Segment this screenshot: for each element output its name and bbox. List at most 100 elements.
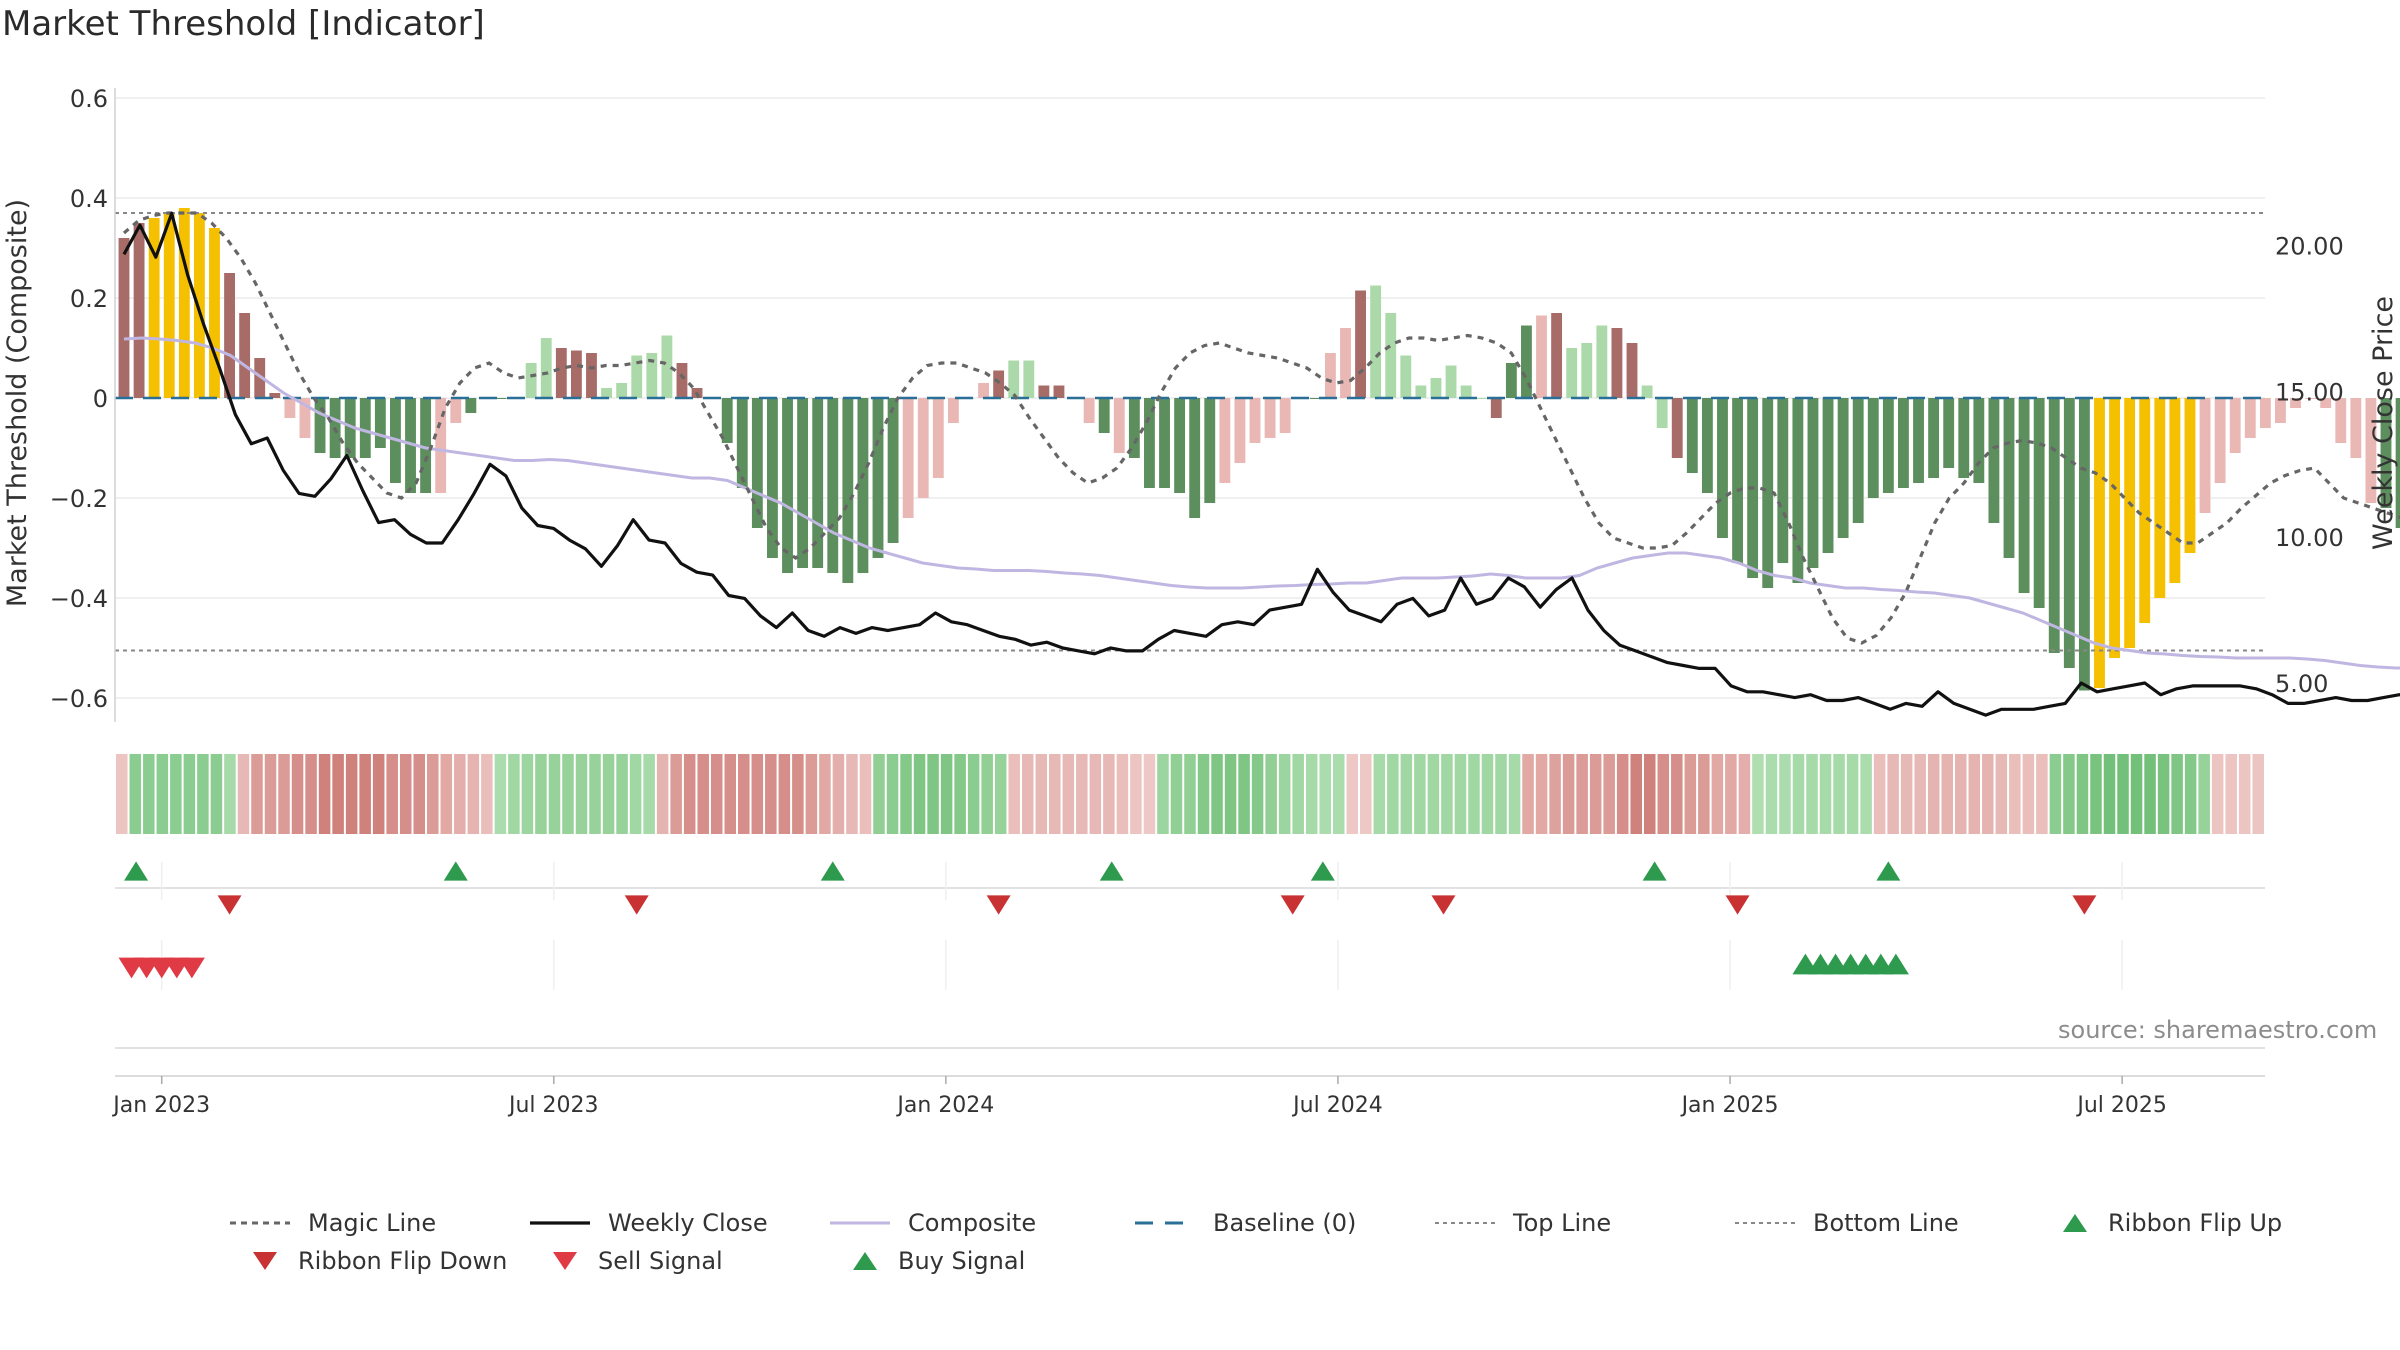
ribbon-cell: [602, 754, 615, 834]
composite-bar: [1566, 348, 1578, 398]
ribbon-cell: [264, 754, 277, 834]
ribbon-cell: [1927, 754, 1940, 834]
composite-bar: [1370, 285, 1382, 398]
composite-bar: [1144, 398, 1155, 488]
composite-bar: [978, 383, 989, 398]
ribbon-cell: [237, 754, 250, 834]
ribbon-cell: [1954, 754, 1967, 834]
composite-bar: [947, 398, 959, 423]
ribbon-cell: [670, 754, 682, 834]
composite-bar: [133, 223, 145, 398]
ribbon-cell: [1684, 754, 1697, 834]
composite-bar: [2305, 398, 2317, 399]
composite-bar: [1430, 378, 1442, 398]
x-tick-label: Jan 2023: [111, 1093, 210, 1118]
composite-bar: [797, 398, 809, 568]
ribbon-cell: [738, 754, 750, 834]
ribbon-cell: [1738, 754, 1751, 834]
composite-bar: [1385, 313, 1397, 398]
ribbon-cell: [1049, 754, 1061, 834]
ribbon-cell: [575, 754, 588, 834]
magic-line: [122, 211, 2400, 645]
composite-bar: [1521, 325, 1532, 398]
ribbon-cell: [967, 754, 980, 834]
ribbon-cell: [224, 754, 236, 834]
composite-bar: [601, 388, 612, 398]
composite-bar: [540, 338, 552, 398]
legend-swatch: [1735, 1222, 1795, 1224]
ribbon-cell: [1238, 754, 1250, 834]
legend-swatch: [853, 1252, 877, 1270]
ribbon-cell: [927, 754, 939, 834]
ribbon-cell: [1021, 754, 1034, 834]
ribbon-cell: [345, 754, 358, 834]
ribbon-cell: [981, 754, 993, 834]
ribbon-cell: [427, 754, 439, 834]
ribbon-cell: [832, 754, 845, 834]
composite-bar: [1686, 398, 1698, 473]
ribbon-cell: [1360, 754, 1372, 834]
ribbon-cell: [454, 754, 466, 834]
y-right-tick-label: 20.00: [2275, 233, 2344, 261]
composite-bar: [2335, 398, 2347, 443]
ribbon-cell: [1887, 754, 1899, 834]
ribbon-cell: [1292, 754, 1304, 834]
ribbon-cell: [170, 754, 182, 834]
composite-bar: [2018, 398, 2030, 593]
ribbon-cell: [724, 754, 737, 834]
composite-bar: [872, 398, 884, 558]
legend-label: Sell Signal: [598, 1247, 723, 1275]
ribbon-cell: [251, 754, 263, 834]
ribbon-cell: [386, 754, 398, 834]
composite-line: [123, 336, 2400, 670]
composite-bar: [1807, 398, 1819, 568]
composite-bar: [1400, 355, 1412, 398]
ribbon-cell: [1089, 754, 1102, 834]
composite-bar: [646, 353, 658, 398]
x-tick-label: Jan 2025: [1680, 1093, 1779, 1118]
composite-bar: [209, 228, 220, 398]
ribbon-cell: [1711, 754, 1724, 834]
ribbon-cell: [1576, 754, 1588, 834]
ribbon-cell: [2144, 754, 2156, 834]
ribbon-cell: [1752, 754, 1764, 834]
composite-bar: [1249, 398, 1261, 443]
chart-title: Market Threshold [Indicator]: [2, 4, 485, 44]
source-note: source: sharemaestro.com: [2058, 1016, 2378, 1044]
composite-bar: [2139, 398, 2151, 623]
composite-bar: [1641, 385, 1653, 398]
legend-label: Buy Signal: [898, 1247, 1026, 1275]
ribbon-cell: [886, 754, 899, 834]
composite-bar: [2094, 398, 2105, 688]
axis-layer: 0.6 0.4 0.2 0 −0.2 −0.4 −0.6 20.00 15.00 10.00 5.0…: [2, 85, 2399, 1118]
composite-bar: [1234, 398, 1246, 463]
ribbon-flip-down-marker: [1431, 895, 1456, 915]
composite-bar: [1852, 398, 1864, 523]
composite-bar: [344, 398, 356, 458]
composite-bar: [2063, 398, 2075, 668]
ribbon-flip-up-marker: [820, 861, 845, 881]
composite-bar: [676, 363, 688, 398]
ribbon-flip-up-marker: [1310, 861, 1335, 881]
ribbon-cell: [1589, 754, 1602, 834]
composite-bar: [857, 398, 869, 573]
composite-bar: [2229, 398, 2241, 453]
composite-bar: [1928, 398, 1940, 478]
composite-bar: [842, 398, 854, 583]
y-right-tick-label: 5.00: [2275, 670, 2328, 698]
ribbon-cell: [1373, 754, 1386, 834]
ribbon-cell: [1549, 754, 1561, 834]
ribbon-cell: [1143, 754, 1156, 834]
ribbon-cell: [859, 754, 872, 834]
composite-bar: [2003, 398, 2015, 558]
composite-bar: [314, 398, 326, 453]
composite-bar: [1204, 398, 1216, 503]
ribbon-cell: [1116, 754, 1129, 834]
ribbon-cell: [156, 754, 169, 834]
y-tick-label: −0.4: [50, 585, 108, 613]
ribbon-cell: [1982, 754, 1994, 834]
ribbon-cell: [129, 754, 142, 834]
composite-bar: [1098, 398, 1110, 433]
composite-bar: [661, 335, 673, 398]
ribbon-cell: [1873, 754, 1886, 834]
